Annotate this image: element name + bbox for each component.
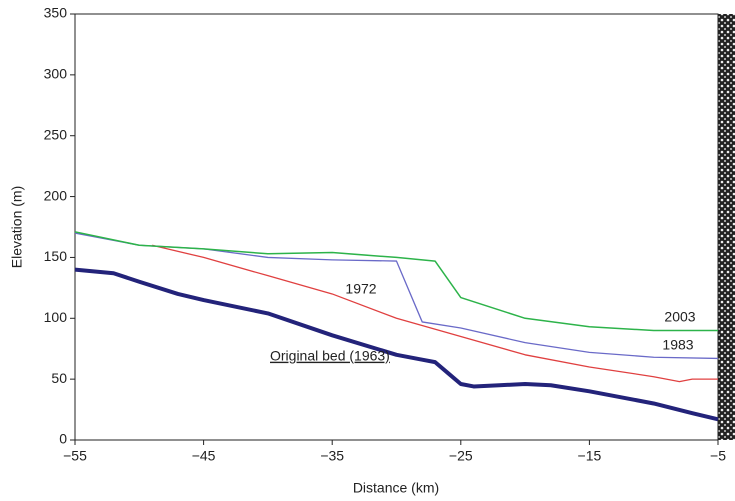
x-tick-label: −5 xyxy=(710,448,726,464)
series-label: 2003 xyxy=(664,309,695,325)
series-label: 1983 xyxy=(662,337,693,353)
y-tick-label: 50 xyxy=(51,370,67,386)
y-tick-label: 100 xyxy=(44,309,68,325)
y-axis-label: Elevation (m) xyxy=(9,186,25,268)
series-line xyxy=(74,231,718,332)
plot-frame xyxy=(74,13,719,441)
series-label: Original bed (1963) xyxy=(270,348,390,364)
series-line xyxy=(74,232,719,360)
wall xyxy=(718,14,735,440)
x-tick-label: −45 xyxy=(192,448,216,464)
y-tick-label: 300 xyxy=(44,66,68,82)
y-tick-label: 200 xyxy=(44,187,68,203)
x-axis-label: Distance (km) xyxy=(353,480,439,496)
series-line xyxy=(74,267,719,422)
y-tick-label: 250 xyxy=(44,126,68,142)
y-tick-label: 350 xyxy=(44,5,68,21)
y-tick-label: 0 xyxy=(59,431,67,447)
series-line xyxy=(152,244,718,383)
series-label: 1972 xyxy=(345,281,376,297)
y-tick-label: 150 xyxy=(44,248,68,264)
x-tick-label: −15 xyxy=(578,448,602,464)
x-tick-label: −35 xyxy=(320,448,344,464)
x-tick-label: −25 xyxy=(449,448,473,464)
x-tick-label: −55 xyxy=(63,448,87,464)
